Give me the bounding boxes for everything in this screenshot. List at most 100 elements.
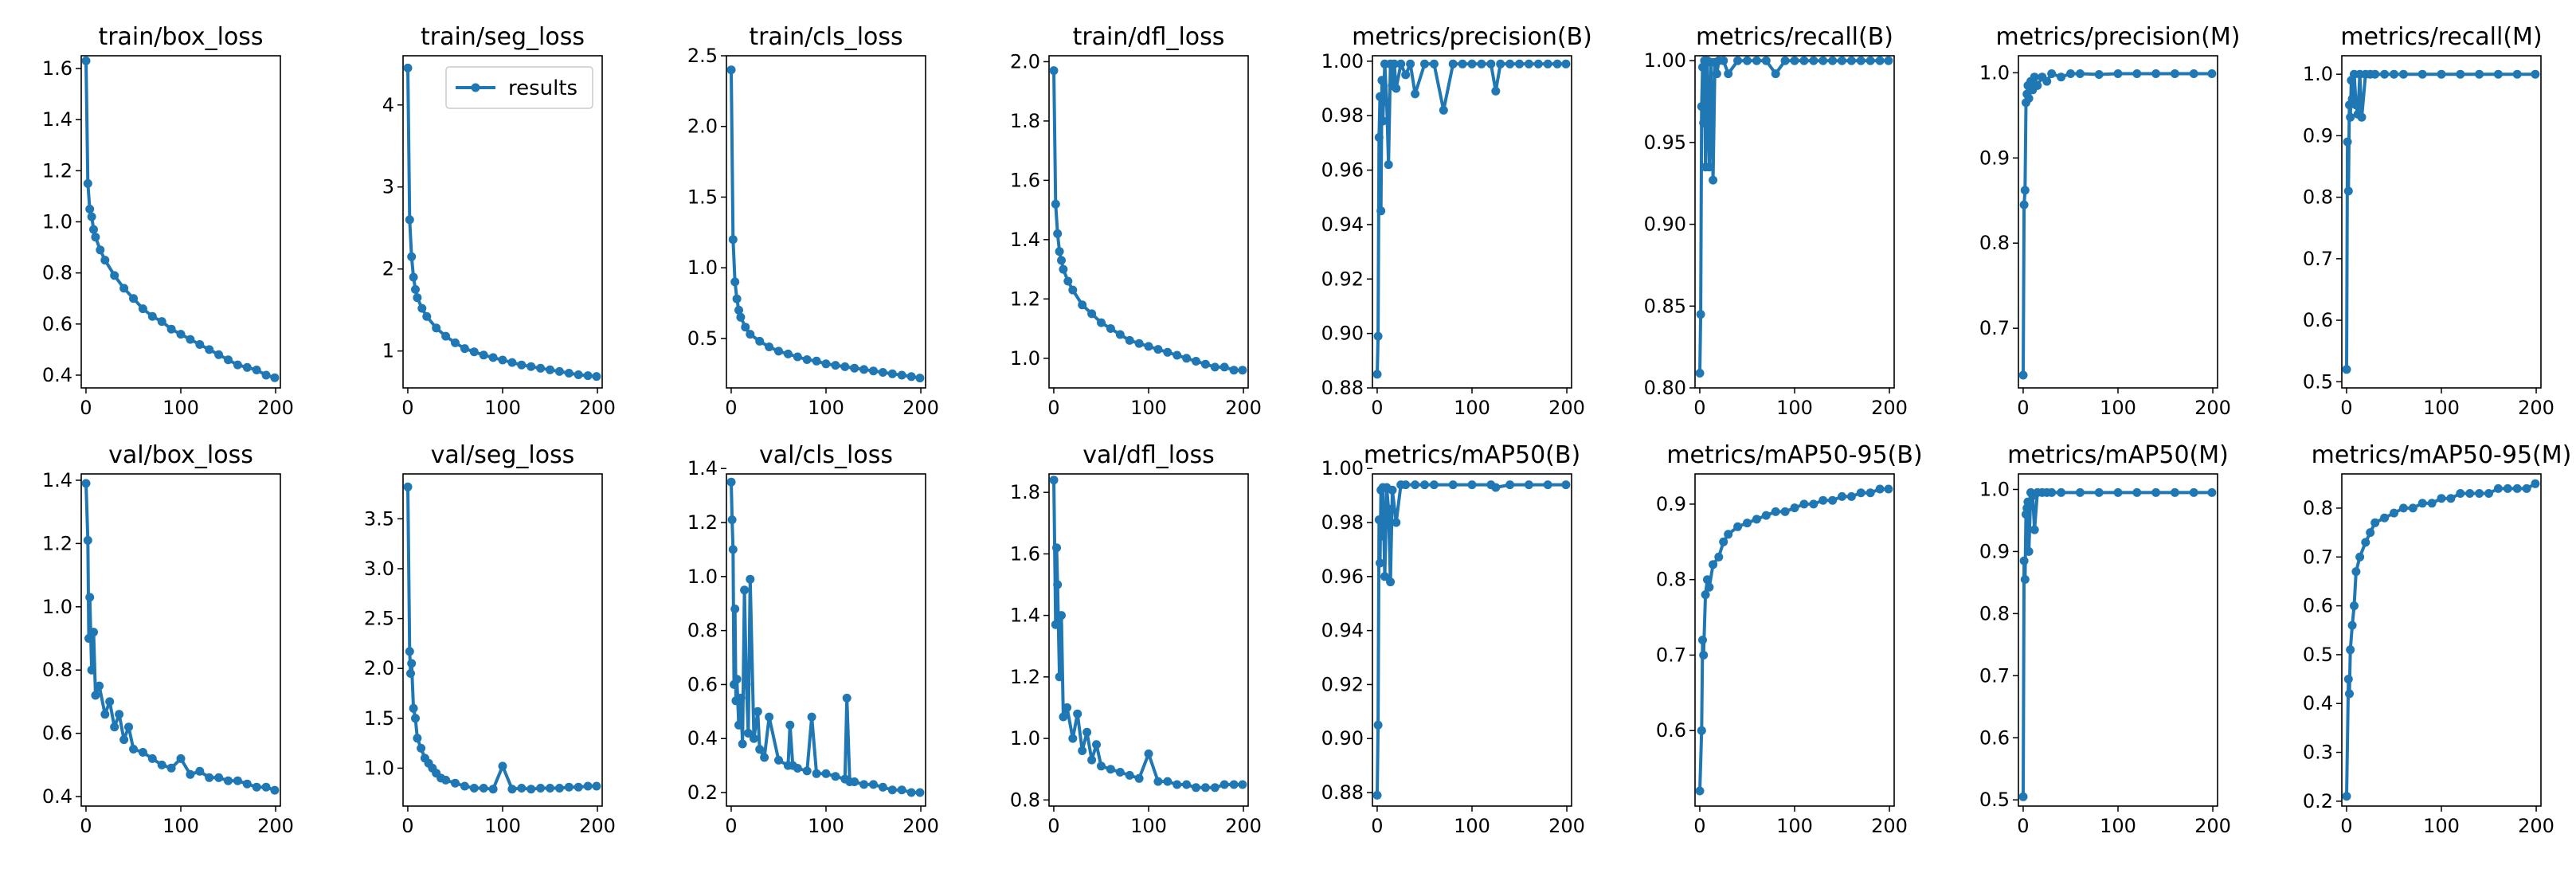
data-point [730, 277, 740, 287]
data-point [1378, 116, 1388, 126]
data-point [119, 284, 129, 293]
data-point [2151, 69, 2161, 78]
data-point [2351, 567, 2361, 577]
data-point [2417, 69, 2427, 79]
data-point [1491, 483, 1501, 492]
data-point [1052, 543, 1061, 553]
data-point [2346, 645, 2355, 655]
data-point [1695, 369, 1705, 378]
series-line [730, 69, 921, 380]
data-point [736, 312, 746, 322]
data-point [1373, 720, 1383, 730]
data-point [1078, 746, 1087, 755]
data-point [1049, 476, 1059, 485]
data-point [1063, 276, 1073, 286]
data-point [1780, 507, 1790, 516]
data-point [147, 311, 157, 321]
y-tick-label: 0.80 [1644, 377, 1686, 399]
data-point [1561, 59, 1571, 69]
data-point [738, 739, 747, 749]
data-point [498, 761, 507, 771]
data-point [1838, 491, 1846, 501]
data-point [1068, 734, 1078, 743]
data-point [1125, 335, 1134, 345]
data-point [2075, 69, 2085, 78]
data-point [2047, 69, 2057, 78]
data-point [2075, 487, 2085, 497]
data-point [554, 366, 564, 376]
data-point [887, 369, 897, 378]
data-point [1051, 620, 1060, 629]
data-point [2019, 200, 2029, 209]
data-point [129, 745, 138, 754]
legend-marker [471, 83, 480, 92]
data-point [1406, 59, 1415, 69]
data-point [774, 346, 783, 356]
axes-frame [726, 473, 926, 807]
data-point [83, 178, 92, 188]
y-tick-label: 0.8 [1979, 232, 2010, 254]
data-point [403, 482, 413, 491]
data-point [1210, 362, 1219, 372]
y-tick-label: 0.8 [1010, 789, 1040, 811]
x-tick-label: 200 [1871, 815, 1908, 837]
data-point [119, 735, 129, 745]
plot-metrics-precision-b: metrics/precision(B) 0 100 200 0.88 0.90 0.92 0… [1321, 23, 1592, 419]
y-tick-label: 1.0 [364, 757, 394, 779]
data-point [2020, 186, 2030, 195]
y-tick-label: 1.4 [42, 108, 72, 131]
data-point [1051, 199, 1060, 209]
plot-train-box-loss: train/box_loss 0 100 200 0.4 0.6 0.8 1.0 1.2 1.4 1… [42, 23, 294, 419]
y-tick-label: 0.5 [2303, 370, 2333, 393]
data-point [252, 366, 261, 374]
data-point [746, 574, 755, 584]
data-point [405, 647, 414, 656]
data-point [1388, 485, 1397, 495]
data-point [85, 593, 95, 602]
x-tick-label: 0 [2340, 815, 2352, 837]
data-point [755, 336, 765, 346]
plot-train-cls-loss: train/cls_loss 0 100 200 0.5 1.0 1.5 2.0 2.5 [687, 23, 939, 419]
data-point [460, 781, 469, 791]
data-point [1491, 86, 1501, 96]
data-point [1698, 636, 1707, 644]
data-point [727, 515, 737, 525]
y-tick-label: 1.4 [687, 457, 718, 480]
data-point [1771, 69, 1780, 79]
y-tick-label: 0.7 [2303, 248, 2333, 270]
x-tick-label: 0 [2017, 815, 2029, 837]
y-tick-label: 0.9 [2303, 124, 2333, 147]
y-tick-label: 2 [382, 258, 394, 280]
data-point [592, 781, 601, 791]
y-tick-label: 0.6 [1656, 719, 1686, 742]
data-point [205, 773, 214, 782]
data-point [2531, 69, 2540, 79]
data-point [417, 303, 427, 313]
y-tick-label: 2.0 [1010, 50, 1040, 72]
data-point [1219, 362, 1229, 372]
data-point [1733, 522, 1743, 531]
y-tick-label: 1.0 [1979, 61, 2010, 84]
data-point [2030, 525, 2039, 534]
series-line [1376, 483, 1566, 796]
data-point [1790, 503, 1799, 513]
data-point [409, 703, 418, 713]
data-point [469, 784, 479, 793]
axes-frame [1372, 473, 1572, 807]
legend-box [445, 66, 593, 109]
plot-title: metrics/mAP50(B) [1364, 441, 1580, 469]
data-point [498, 355, 507, 365]
data-point [129, 294, 138, 303]
y-tick-label: 1.2 [42, 532, 72, 554]
x-tick-label: 0 [725, 397, 737, 419]
data-point [2132, 487, 2142, 497]
y-tick-label: 2.5 [364, 608, 394, 630]
data-point [451, 778, 460, 788]
data-point [1134, 339, 1144, 348]
data-point [1057, 256, 1066, 265]
data-point [2522, 483, 2531, 493]
data-point [906, 372, 916, 382]
y-tick-label: 3.0 [364, 558, 394, 580]
y-tick-label: 0.7 [1979, 317, 2010, 339]
data-point [1372, 790, 1382, 800]
